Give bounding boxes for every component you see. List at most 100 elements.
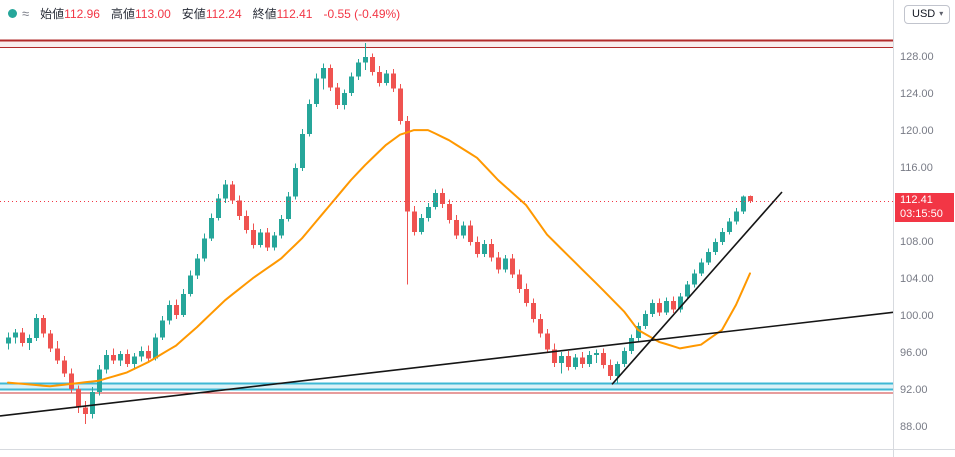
- candle-body: [629, 338, 634, 352]
- candle-body: [377, 71, 382, 83]
- candle-body: [538, 318, 543, 334]
- resistance-zone: [0, 40, 893, 47]
- moving-average-line[interactable]: [7, 129, 751, 388]
- candle-body: [622, 351, 627, 365]
- candle-body: [475, 242, 480, 254]
- candle-body: [503, 258, 508, 270]
- candle-body: [69, 373, 74, 390]
- candle-body: [531, 303, 536, 319]
- candle-body: [104, 354, 109, 370]
- candle-body: [412, 211, 417, 232]
- candle-body: [706, 252, 711, 263]
- open-pair: 始値112.96: [40, 5, 100, 22]
- candle-body: [342, 93, 347, 106]
- candle-body: [468, 225, 473, 242]
- series-style-icon[interactable]: ≈: [22, 5, 30, 21]
- candle-body: [545, 333, 550, 350]
- candle-body: [146, 351, 151, 359]
- candle-body: [328, 68, 333, 88]
- candle-body: [398, 88, 403, 121]
- price-tick-label: 96.00: [900, 347, 928, 359]
- close-pair: 終値112.41: [253, 5, 313, 22]
- low-label: 安値: [181, 7, 206, 21]
- candle-body: [279, 218, 284, 236]
- candle-body: [601, 353, 606, 365]
- candle-body: [125, 353, 130, 365]
- candle-body: [489, 243, 494, 258]
- candle-body: [111, 354, 116, 361]
- candle-body: [293, 168, 298, 197]
- candle-body: [580, 357, 585, 365]
- candle-body: [573, 357, 578, 367]
- candle-body: [727, 221, 732, 232]
- candle-body: [524, 289, 529, 303]
- price-tick-label: 120.00: [900, 125, 934, 137]
- candle-body: [370, 57, 375, 72]
- price-tick-label: 100.00: [900, 310, 934, 322]
- candle-body: [314, 78, 319, 105]
- candle-body: [34, 317, 39, 339]
- trendline-2[interactable]: [611, 191, 783, 385]
- price-scale[interactable]: USD ▾ 112.41 03:15:50 128.00 124.00 120.00…: [893, 0, 955, 449]
- trendline-1[interactable]: [0, 311, 893, 417]
- candle-body: [272, 235, 277, 248]
- candle-body: [657, 303, 662, 313]
- open-value: 112.96: [64, 7, 100, 21]
- candle-body: [20, 332, 25, 343]
- candles: [6, 43, 753, 425]
- candle-body: [230, 184, 235, 201]
- high-pair: 高値113.00: [111, 5, 171, 22]
- candle-body: [566, 355, 571, 367]
- price-tick-label: 108.00: [900, 236, 934, 248]
- price-tick-label: 92.00: [900, 384, 928, 396]
- candle-body: [160, 320, 165, 338]
- currency-label: USD: [912, 8, 936, 20]
- candle-body: [335, 87, 340, 106]
- candle-body: [587, 354, 592, 365]
- currency-dropdown-button[interactable]: USD ▾: [904, 5, 951, 24]
- candle-body: [615, 364, 620, 377]
- candle-body: [461, 225, 466, 236]
- price-tick-label: 128.00: [900, 51, 934, 63]
- support-zone: [0, 383, 893, 390]
- time-scale[interactable]: [0, 449, 955, 457]
- candle-body: [132, 356, 137, 365]
- candle-body: [636, 326, 641, 339]
- price-tick-label: 104.00: [900, 273, 934, 285]
- candle-body: [552, 349, 557, 364]
- price-tick-label: 124.00: [900, 88, 934, 100]
- candle-body: [237, 200, 242, 217]
- candle-body: [188, 275, 193, 294]
- candlestick-chart[interactable]: [0, 0, 893, 449]
- candle-body: [76, 389, 81, 408]
- candle-body: [391, 73, 396, 89]
- candle-body: [447, 204, 452, 220]
- candle-body: [482, 243, 487, 254]
- price-tick-label: 88.00: [900, 421, 928, 433]
- candle-body: [356, 62, 361, 77]
- candle-body: [643, 314, 648, 327]
- candle-body: [349, 76, 354, 94]
- candle-body: [496, 257, 501, 270]
- candle-body: [608, 365, 613, 377]
- candle-body: [83, 407, 88, 414]
- candle-body: [265, 232, 270, 248]
- candle-body: [139, 351, 144, 357]
- candle-body: [27, 338, 32, 343]
- candle-body: [741, 196, 746, 212]
- candle-body: [510, 258, 515, 275]
- candle-body: [384, 73, 389, 83]
- candle-body: [90, 391, 95, 414]
- candle-body: [223, 184, 228, 199]
- high-value: 113.00: [134, 7, 171, 21]
- candle-body: [748, 196, 753, 202]
- series-color-icon[interactable]: [8, 9, 17, 18]
- candle-body: [118, 353, 123, 361]
- candle-body: [167, 304, 172, 321]
- candle-body: [734, 211, 739, 222]
- candle-body: [426, 206, 431, 218]
- chart-canvas[interactable]: [0, 0, 893, 449]
- candle-body: [713, 242, 718, 253]
- candle-body: [153, 337, 158, 359]
- candle-body: [209, 217, 214, 239]
